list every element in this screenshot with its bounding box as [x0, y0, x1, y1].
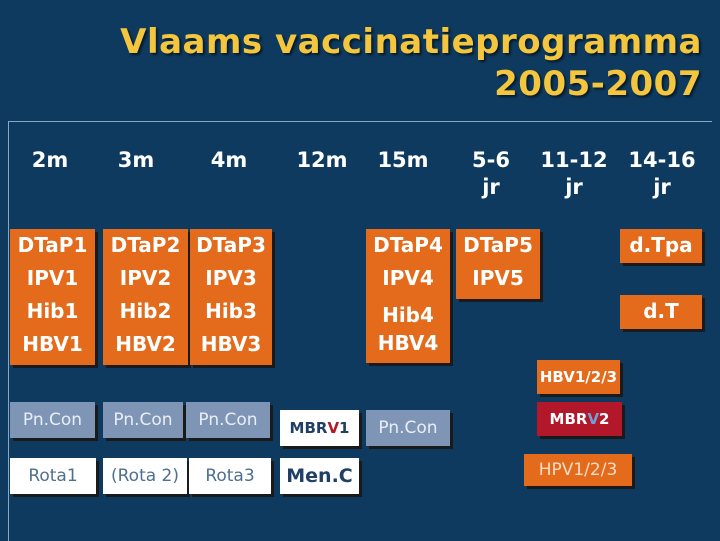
hib2-label: Hib2	[119, 299, 172, 323]
hib3-label: Hib3	[205, 299, 257, 323]
age-14-16-bottom: jr	[653, 175, 671, 199]
hib1-label: Hib1	[26, 299, 79, 323]
mbrv1-box: MBR V 1	[280, 410, 359, 446]
hbv-1-2-3-box: HBV1/2/3	[537, 360, 620, 394]
primary-block-4m: DTaP3 IPV3 Hib3 HBV3	[190, 229, 272, 365]
primary-block-5-6jr: DTaP5 IPV5	[456, 229, 540, 299]
age-12m: 12m	[296, 148, 348, 172]
primary-block-15m: DTaP4 IPV4 Hib4 HBV4	[366, 229, 450, 363]
dtap5-label: DTaP5	[463, 233, 533, 257]
ipv2-label: IPV2	[119, 266, 172, 290]
dtpa-box: d.Tpa	[620, 229, 702, 263]
age-11-12-bottom: jr	[565, 175, 583, 199]
hbv3-label: HBV3	[200, 332, 262, 356]
pncon-2m: Pn.Con	[10, 402, 95, 438]
ipv5-label: IPV5	[472, 266, 524, 290]
rota1-box: Rota1	[10, 458, 96, 494]
ipv1-label: IPV1	[26, 266, 79, 290]
hbv1-label: HBV1	[22, 332, 83, 356]
dtap3-label: DTaP3	[196, 233, 266, 257]
age-2m: 2m	[31, 148, 69, 172]
mbrv2-v: V	[587, 410, 600, 428]
vertical-divider	[8, 121, 9, 541]
pncon-4m: Pn.Con	[186, 402, 270, 438]
rota3-box: Rota3	[189, 458, 271, 494]
mbrv1-prefix: MBR	[289, 419, 328, 437]
age-5-6-top: 5-6	[472, 148, 510, 172]
menc-box: Men.C	[280, 458, 359, 494]
age-4m: 4m	[210, 148, 248, 172]
hib4-label: Hib4	[382, 303, 434, 327]
title-line-1: Vlaams vaccinatieprogramma	[120, 22, 702, 62]
dtap2-label: DTaP2	[110, 233, 181, 257]
age-3m: 3m	[117, 148, 155, 172]
primary-block-2m: DTaP1 IPV1 Hib1 HBV1	[10, 229, 95, 365]
hbv4-label: HBV4	[377, 331, 439, 355]
mbrv1-suffix: 1	[339, 419, 350, 437]
primary-block-3m: DTaP2 IPV2 Hib2 HBV2	[103, 229, 188, 365]
dtap4-label: DTaP4	[373, 233, 443, 257]
mbrv2-prefix: MBR	[549, 410, 588, 428]
dtap1-label: DTaP1	[17, 233, 88, 257]
pncon-3m: Pn.Con	[103, 402, 183, 438]
mbrv1-v: V	[327, 419, 340, 437]
age-14-16-top: 14-16	[628, 148, 696, 172]
hbv2-label: HBV2	[115, 332, 176, 356]
age-5-6-bottom: jr	[482, 175, 500, 199]
title-line-2: 2005-2007	[494, 64, 702, 104]
pncon-15m: Pn.Con	[366, 410, 450, 446]
mbrv2-suffix: 2	[599, 410, 610, 428]
ipv3-label: IPV3	[205, 266, 257, 290]
dt-box: d.T	[620, 295, 702, 329]
ipv4-label: IPV4	[382, 266, 434, 290]
age-11-12-top: 11-12	[540, 148, 608, 172]
hpv-1-2-3-box: HPV1/2/3	[524, 454, 632, 486]
rota2-box: (Rota 2)	[103, 458, 187, 494]
mbrv2-box: MBR V 2	[537, 402, 622, 436]
horizontal-divider	[8, 121, 712, 122]
age-15m: 15m	[377, 148, 429, 172]
